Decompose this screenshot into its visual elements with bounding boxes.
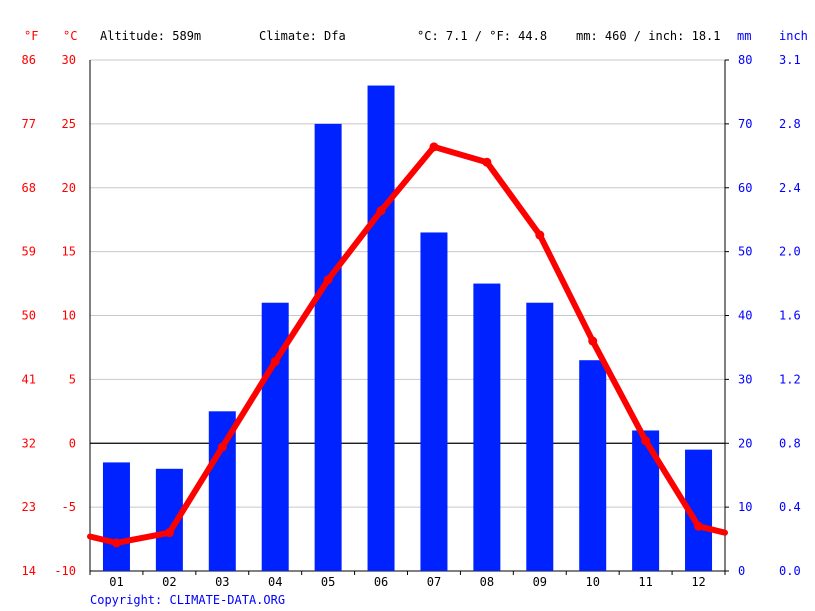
celsius-tick-label: 10 [62, 309, 76, 323]
fahrenheit-tick-label: 23 [22, 500, 36, 514]
celsius-tick-label: 20 [62, 181, 76, 195]
grid-lines [89, 59, 729, 575]
month-tick-label: 11 [638, 575, 652, 589]
month-tick-label: 02 [162, 575, 176, 589]
unit-celsius-label: °C [63, 29, 77, 43]
month-tick-label: 04 [268, 575, 282, 589]
precipitation-bar [420, 232, 448, 571]
temperature-point [588, 336, 598, 346]
temperature-point [641, 436, 651, 446]
month-tick-label: 05 [321, 575, 335, 589]
month-tick-label: 09 [533, 575, 547, 589]
temperature-point [429, 142, 439, 152]
climate-label: Climate: Dfa [259, 29, 346, 43]
celsius-tick-label: -5 [62, 500, 76, 514]
fahrenheit-tick-label: 50 [22, 309, 36, 323]
precipitation-bar [526, 302, 554, 571]
temperature-polyline [87, 143, 728, 546]
fahrenheit-tick-label: 32 [22, 436, 36, 450]
celsius-tick-label: 5 [69, 372, 76, 386]
fahrenheit-tick-label: 14 [22, 564, 36, 578]
temperature-point [111, 538, 121, 548]
average-temperature-label: °C: 7.1 / °F: 44.8 [417, 29, 547, 43]
precipitation-bars [102, 85, 713, 572]
month-tick-label: 10 [585, 575, 599, 589]
inch-tick-label: 0.4 [779, 500, 801, 514]
precipitation-bar [102, 462, 130, 571]
month-tick-label: 01 [109, 575, 123, 589]
inch-tick-label: 2.8 [779, 117, 801, 131]
temperature-point [376, 206, 386, 216]
mm-tick-label: 30 [738, 372, 752, 386]
temperature-line [87, 142, 728, 548]
mm-tick-label: 40 [738, 309, 752, 323]
unit-fahrenheit-label: °F [24, 29, 38, 43]
celsius-tick-label: 30 [62, 53, 76, 67]
fahrenheit-tick-label: 59 [22, 245, 36, 259]
precipitation-bar [314, 123, 342, 571]
inch-tick-label: 2.0 [779, 245, 801, 259]
month-tick-label: 06 [374, 575, 388, 589]
fahrenheit-tick-label: 68 [22, 181, 36, 195]
precipitation-bar [473, 283, 501, 571]
mm-tick-label: 70 [738, 117, 752, 131]
fahrenheit-tick-label: 41 [22, 372, 36, 386]
celsius-tick-label: -10 [54, 564, 76, 578]
inch-tick-label: 2.4 [779, 181, 801, 195]
month-tick-label: 12 [691, 575, 705, 589]
month-tick-label: 07 [427, 575, 441, 589]
temperature-point [694, 521, 704, 531]
celsius-tick-label: 0 [69, 436, 76, 450]
fahrenheit-tick-label: 86 [22, 53, 36, 67]
celsius-tick-label: 15 [62, 245, 76, 259]
temperature-point [217, 442, 227, 452]
mm-tick-label: 60 [738, 181, 752, 195]
temperature-point [323, 275, 333, 285]
temperature-point [482, 157, 492, 167]
month-tick-label: 08 [480, 575, 494, 589]
annual-precipitation-label: mm: 460 / inch: 18.1 [576, 29, 721, 43]
temperature-point [164, 528, 174, 538]
mm-tick-label: 80 [738, 53, 752, 67]
mm-tick-label: 10 [738, 500, 752, 514]
inch-tick-label: 3.1 [779, 53, 801, 67]
precipitation-bar [579, 360, 607, 571]
month-tick-label: 03 [215, 575, 229, 589]
inch-tick-label: 0.0 [779, 564, 801, 578]
inch-tick-label: 1.2 [779, 372, 801, 386]
celsius-tick-label: 25 [62, 117, 76, 131]
mm-tick-label: 0 [738, 564, 745, 578]
fahrenheit-tick-label: 77 [22, 117, 36, 131]
inch-tick-label: 0.8 [779, 436, 801, 450]
mm-tick-label: 50 [738, 245, 752, 259]
copyright-link[interactable]: Copyright: CLIMATE-DATA.ORG [90, 593, 285, 607]
unit-inch-label: inch [779, 29, 808, 43]
altitude-label: Altitude: 589m [100, 29, 201, 43]
mm-tick-label: 20 [738, 436, 752, 450]
unit-mm-label: mm [737, 29, 751, 43]
axis-labels: 86 30 80 3.177 25 70 2.868 20 60 2.459 15 50 2.050 10… [22, 53, 801, 589]
inch-tick-label: 1.6 [779, 309, 801, 323]
temperature-point [535, 230, 545, 240]
precipitation-bar [367, 85, 395, 572]
temperature-point [270, 356, 280, 366]
